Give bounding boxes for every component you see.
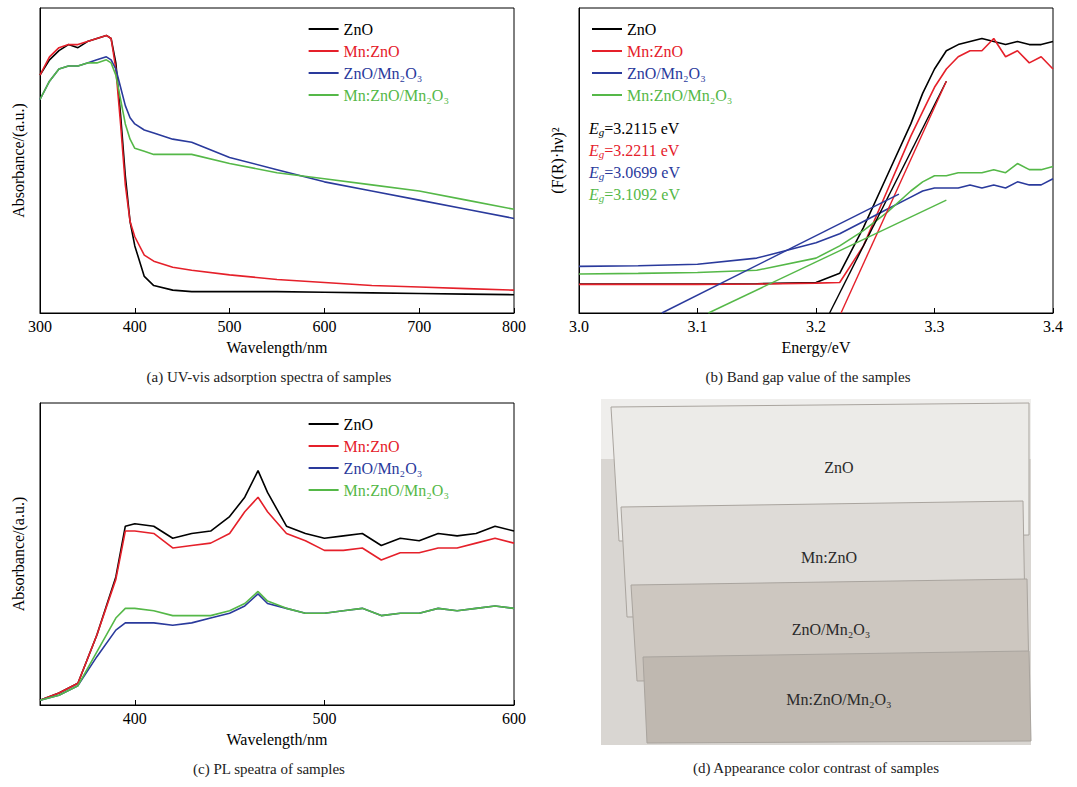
svg-text:ZnO/Mn₂O₃: ZnO/Mn₂O₃	[792, 621, 871, 638]
svg-text:500: 500	[218, 318, 242, 335]
svg-text:Mn:ZnO/Mn₂O₃: Mn:ZnO/Mn₂O₃	[627, 87, 732, 104]
svg-text:ZnO: ZnO	[344, 21, 373, 38]
svg-text:(a) UV-vis adsorption spectra: (a) UV-vis adsorption spectra of samples	[147, 369, 392, 386]
svg-text:Mn:ZnO/Mn₂O₃: Mn:ZnO/Mn₂O₃	[344, 87, 449, 104]
svg-text:=3.0699 eV: =3.0699 eV	[604, 164, 680, 181]
svg-text:=3.2211 eV: =3.2211 eV	[604, 142, 680, 159]
svg-text:(b) Band gap value of the samp: (b) Band gap value of the samples	[706, 369, 911, 386]
svg-text:ZnO/Mn₂O₃: ZnO/Mn₂O₃	[344, 65, 423, 82]
svg-text:400: 400	[123, 710, 147, 727]
svg-text:ZnO: ZnO	[824, 459, 853, 476]
svg-text:Mn:ZnO: Mn:ZnO	[344, 43, 400, 60]
svg-text:E: E	[588, 142, 599, 159]
svg-text:Mn:ZnO: Mn:ZnO	[627, 43, 683, 60]
svg-text:E: E	[588, 120, 599, 137]
svg-text:=3.2115 eV: =3.2115 eV	[604, 120, 680, 137]
svg-text:Mn:ZnO/Mn₂O₃: Mn:ZnO/Mn₂O₃	[786, 691, 891, 708]
svg-text:E: E	[588, 186, 599, 203]
svg-text:g: g	[598, 125, 605, 138]
svg-text:E: E	[588, 164, 599, 181]
svg-text:(F(R)·hν)²: (F(R)·hν)²	[549, 127, 567, 193]
svg-text:g: g	[598, 147, 605, 160]
svg-text:Mn:ZnO/Mn₂O₃: Mn:ZnO/Mn₂O₃	[344, 482, 449, 499]
svg-text:700: 700	[407, 318, 431, 335]
svg-text:g: g	[598, 169, 605, 182]
svg-text:3.1: 3.1	[688, 318, 708, 335]
svg-text:Wavelength/nm: Wavelength/nm	[227, 339, 328, 357]
svg-text:800: 800	[502, 318, 526, 335]
svg-text:500: 500	[312, 710, 336, 727]
svg-text:Mn:ZnO: Mn:ZnO	[801, 549, 857, 566]
svg-text:3.3: 3.3	[925, 318, 945, 335]
svg-text:Absorbance/(a.u.): Absorbance/(a.u.)	[10, 103, 28, 218]
svg-text:(c) PL speatra of samples: (c) PL speatra of samples	[193, 761, 345, 778]
svg-text:Mn:ZnO: Mn:ZnO	[344, 438, 400, 455]
svg-text:Energy/eV: Energy/eV	[781, 339, 850, 357]
svg-text:ZnO/Mn₂O₃: ZnO/Mn₂O₃	[344, 460, 423, 477]
svg-text:3.2: 3.2	[806, 318, 826, 335]
svg-text:300: 300	[28, 318, 52, 335]
svg-text:3.4: 3.4	[1043, 318, 1063, 335]
svg-text:400: 400	[123, 318, 147, 335]
svg-text:3.0: 3.0	[569, 318, 589, 335]
svg-text:(d) Appearance color contrast: (d) Appearance color contrast of samples	[693, 760, 939, 777]
svg-text:g: g	[598, 191, 605, 204]
svg-text:=3.1092 eV: =3.1092 eV	[604, 186, 680, 203]
svg-text:ZnO: ZnO	[344, 416, 373, 433]
svg-text:600: 600	[502, 710, 526, 727]
svg-text:ZnO: ZnO	[627, 21, 656, 38]
svg-text:ZnO/Mn₂O₃: ZnO/Mn₂O₃	[627, 65, 706, 82]
svg-text:Absorbance/(a.u.): Absorbance/(a.u.)	[10, 497, 28, 612]
svg-text:600: 600	[312, 318, 336, 335]
svg-text:Wavelength/nm: Wavelength/nm	[227, 731, 328, 749]
